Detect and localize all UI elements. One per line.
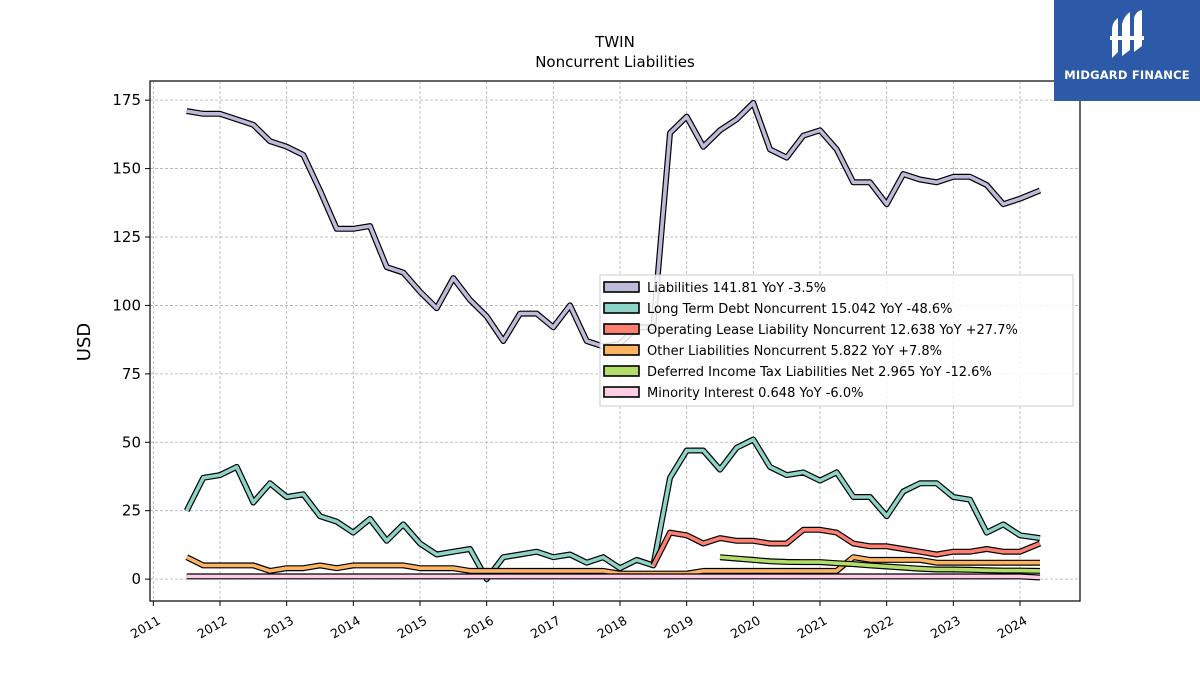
legend-swatch-liabilities [603,281,640,293]
legend-label-deferred-income-tax-liabilities-net: Deferred Income Tax Liabilities Net 2.96… [647,365,992,380]
legend-swatch-other-liabilities-noncurrent [603,344,640,356]
series-line-long-term-debt-noncurrent [185,437,1041,581]
x-axis: 2011 2012 2013 2014 2015 2016 2017 2018 2019 2020… [128,601,1030,642]
legend-box [599,274,1074,407]
y-axis: 0 25 50 75 100 125 150 175 [112,91,150,588]
x-tick-label: 2017 [528,613,563,642]
legend-label-liabilities: Liabilities 141.81 YoY -3.5% [647,281,826,296]
x-tick-label: 2020 [728,613,763,642]
legend-label-long-term-debt-noncurrent: Long Term Debt Noncurrent 15.042 YoY -48… [647,302,953,317]
legend-swatch-long-term-debt-noncurrent [603,302,640,314]
series-line-other-liabilities-noncurrent [185,555,1040,576]
y-tick-label: 0 [131,570,141,588]
midgard-logo-icon [1110,10,1144,58]
x-tick-label: 2021 [794,613,829,642]
x-tick-label: 2022 [861,613,896,642]
y-tick-label: 125 [112,228,141,246]
series-line-minority-interest [186,574,1041,580]
x-tick-label: 2015 [394,613,429,642]
y-axis-label: USD [74,323,95,361]
chart-title: TWIN [594,33,635,51]
plot-area-frame [149,80,1081,602]
series-lines [184,99,1042,583]
x-tick-label: 2016 [461,613,496,642]
legend-swatch-operating-lease-liability-noncurrent [603,323,640,335]
x-tick-label: 2011 [128,613,163,642]
chart-subtitle: Noncurrent Liabilities [535,53,695,71]
series-line-deferred-income-tax-liabilities-net [719,555,1041,573]
y-tick-label: 100 [112,296,141,314]
x-tick-label: 2023 [928,613,963,642]
legend: Liabilities 141.81 YoY -3.5% Long Term De… [599,274,1074,407]
brand-name: MIDGARD FINANCE [1064,68,1190,82]
y-tick-label: 75 [122,365,141,383]
x-tick-label: 2012 [194,613,229,642]
x-tick-label: 2018 [594,613,629,642]
legend-swatch-deferred-income-tax-liabilities-net [603,365,640,377]
y-tick-label: 25 [122,502,141,520]
legend-label-minority-interest: Minority Interest 0.648 YoY -6.0% [647,386,863,401]
x-tick-label: 2014 [328,613,363,642]
brand-logo: MIDGARD FINANCE [1054,0,1200,101]
x-tick-label: 2013 [261,613,296,642]
y-tick-label: 175 [112,91,141,109]
x-tick-label: 2024 [994,613,1029,642]
legend-label-operating-lease-liability-noncurrent: Operating Lease Liability Noncurrent 12.… [647,323,1018,338]
legend-swatch-minority-interest [603,386,640,398]
series-line-operating-lease-liability-noncurrent [651,528,1041,567]
x-tick-label: 2019 [661,613,696,642]
y-tick-label: 150 [112,160,141,178]
y-tick-label: 50 [122,433,141,451]
legend-label-other-liabilities-noncurrent: Other Liabilities Noncurrent 5.822 YoY +… [647,344,942,359]
